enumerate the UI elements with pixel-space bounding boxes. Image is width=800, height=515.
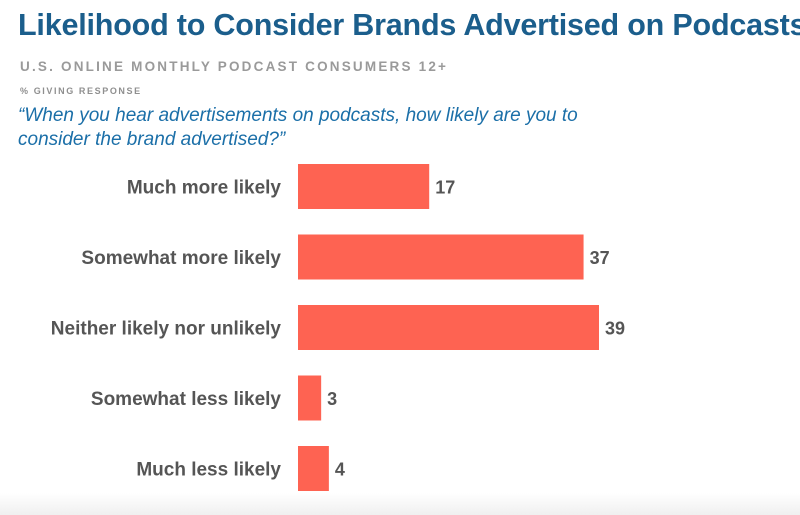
category-label: Somewhat less likely xyxy=(91,389,282,410)
value-label: 39 xyxy=(605,319,625,339)
chart-title: Likelihood to Consider Brands Advertised… xyxy=(18,8,800,42)
category-label: Neither likely nor unlikely xyxy=(51,319,282,340)
bar xyxy=(298,375,322,421)
chart-subtitle: U.S. ONLINE MONTHLY PODCAST CONSUMERS 12… xyxy=(20,59,449,74)
bar xyxy=(298,446,329,491)
bar xyxy=(298,164,430,209)
response-note: % GIVING RESPONSE xyxy=(20,86,142,96)
value-label: 17 xyxy=(435,178,455,198)
bar xyxy=(298,234,584,280)
value-label: 37 xyxy=(590,248,610,268)
survey-question: “When you hear advertisements on podcast… xyxy=(18,105,578,150)
value-label: 4 xyxy=(335,460,345,480)
category-label: Much more likely xyxy=(127,178,282,199)
value-label: 3 xyxy=(327,389,337,409)
category-label: Much less likely xyxy=(136,460,281,481)
bottom-shade xyxy=(0,493,800,515)
category-label: Somewhat more likely xyxy=(81,248,281,269)
bar xyxy=(298,305,599,350)
